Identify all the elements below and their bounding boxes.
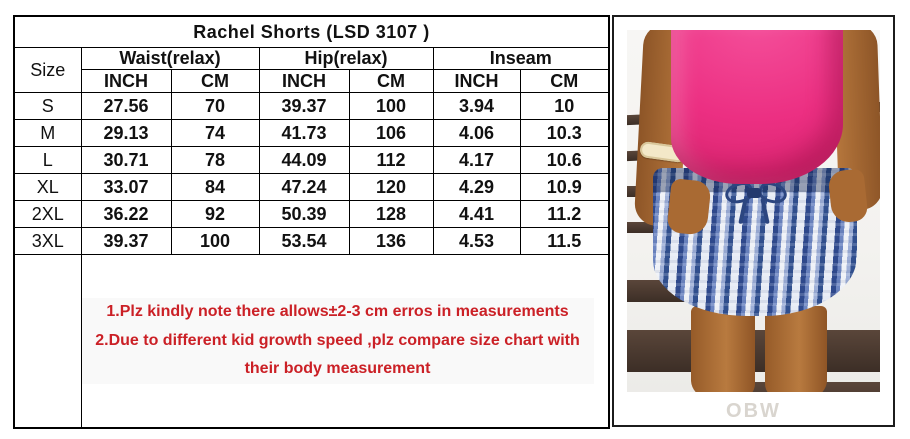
inseam-inch-value: 4.41	[432, 200, 521, 228]
hip-inch-value: 44.09	[258, 146, 350, 174]
product-photo-frame: OBW	[612, 15, 895, 427]
inseam-inch-header: INCH	[432, 69, 521, 93]
waist-inch-value: 27.56	[80, 92, 172, 120]
hip-group-header: Hip(relax)	[258, 47, 434, 70]
inseam-inch-value: 4.17	[432, 146, 521, 174]
hip-cm-value: 128	[348, 200, 434, 228]
waist-group-header: Waist(relax)	[80, 47, 260, 70]
notes-empty-cell	[13, 254, 82, 429]
hip-inch-header: INCH	[258, 69, 350, 93]
inseam-inch-value: 4.53	[432, 227, 521, 255]
size-column-header: Size	[13, 47, 82, 93]
size-value: M	[13, 119, 82, 147]
table-row-m: M 29.13 74 41.73 106 4.06 10.3	[13, 119, 610, 147]
drawstring-knot	[747, 188, 761, 198]
waist-inch-value: 30.71	[80, 146, 172, 174]
inseam-cm-header: CM	[519, 69, 610, 93]
hip-inch-value: 53.54	[258, 227, 350, 255]
hip-inch-value: 39.37	[258, 92, 350, 120]
inseam-cm-value: 10.9	[519, 173, 610, 201]
waist-inch-value: 39.37	[80, 227, 172, 255]
product-photo	[627, 30, 880, 392]
size-value: L	[13, 146, 82, 174]
table-row-xl: XL 33.07 84 47.24 120 4.29 10.9	[13, 173, 610, 201]
waist-cm-value: 84	[170, 173, 260, 201]
inseam-cm-value: 10.6	[519, 146, 610, 174]
hip-cm-value: 106	[348, 119, 434, 147]
hip-cm-value: 136	[348, 227, 434, 255]
chart-title: Rachel Shorts (LSD 3107 )	[13, 15, 610, 48]
inseam-inch-value: 4.06	[432, 119, 521, 147]
hip-cm-value: 120	[348, 173, 434, 201]
waist-cm-header: CM	[170, 69, 260, 93]
waist-cm-value: 78	[170, 146, 260, 174]
table-row-2xl: 2XL 36.22 92 50.39 128 4.41 11.2	[13, 200, 610, 228]
waist-inch-value: 33.07	[80, 173, 172, 201]
inseam-group-header: Inseam	[432, 47, 610, 70]
waist-cm-value: 92	[170, 200, 260, 228]
hip-cm-value: 112	[348, 146, 434, 174]
inseam-inch-value: 4.29	[432, 173, 521, 201]
notes-cell: 1.Plz kindly note there allows±2-3 cm er…	[80, 254, 610, 429]
hip-inch-value: 41.73	[258, 119, 350, 147]
hip-cm-header: CM	[348, 69, 434, 93]
hip-cm-value: 100	[348, 92, 434, 120]
size-value: S	[13, 92, 82, 120]
waist-cm-value: 74	[170, 119, 260, 147]
note-line-2: 2.Due to different kid growth speed ,plz…	[81, 326, 594, 385]
table-row-s: S 27.56 70 39.37 100 3.94 10	[13, 92, 610, 120]
waist-inch-value: 36.22	[80, 200, 172, 228]
inseam-cm-value: 10.3	[519, 119, 610, 147]
model-leg-left	[691, 306, 755, 392]
model-leg-right	[765, 306, 827, 392]
notes-row: 1.Plz kindly note there allows±2-3 cm er…	[13, 254, 610, 429]
waist-cm-value: 70	[170, 92, 260, 120]
title-row: Rachel Shorts (LSD 3107 )	[13, 15, 610, 48]
table-row-l: L 30.71 78 44.09 112 4.17 10.6	[13, 146, 610, 174]
waist-inch-header: INCH	[80, 69, 172, 93]
inseam-cm-value: 10	[519, 92, 610, 120]
inseam-inch-value: 3.94	[432, 92, 521, 120]
size-value: 2XL	[13, 200, 82, 228]
size-chart-table: Rachel Shorts (LSD 3107 ) Size Waist(rel…	[13, 15, 611, 429]
hip-inch-value: 50.39	[258, 200, 350, 228]
hip-inch-value: 47.24	[258, 173, 350, 201]
waist-cm-value: 100	[170, 227, 260, 255]
group-header-row: Size Waist(relax) Hip(relax) Inseam	[13, 47, 610, 93]
inseam-cm-value: 11.5	[519, 227, 610, 255]
inseam-cm-value: 11.2	[519, 200, 610, 228]
table-row-3xl: 3XL 39.37 100 53.54 136 4.53 11.5	[13, 227, 610, 255]
size-value: XL	[13, 173, 82, 201]
note-line-1: 1.Plz kindly note there allows±2-3 cm er…	[81, 297, 594, 327]
pink-top	[671, 30, 843, 184]
photo-watermark: OBW	[726, 400, 781, 422]
waist-inch-value: 29.13	[80, 119, 172, 147]
size-value: 3XL	[13, 227, 82, 255]
unit-header-row: INCH CM INCH CM INCH CM	[14, 69, 610, 93]
